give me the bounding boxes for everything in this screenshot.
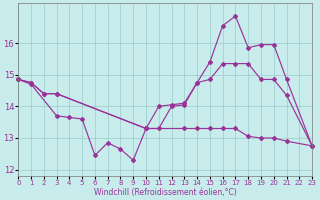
X-axis label: Windchill (Refroidissement éolien,°C): Windchill (Refroidissement éolien,°C) [94, 188, 236, 197]
